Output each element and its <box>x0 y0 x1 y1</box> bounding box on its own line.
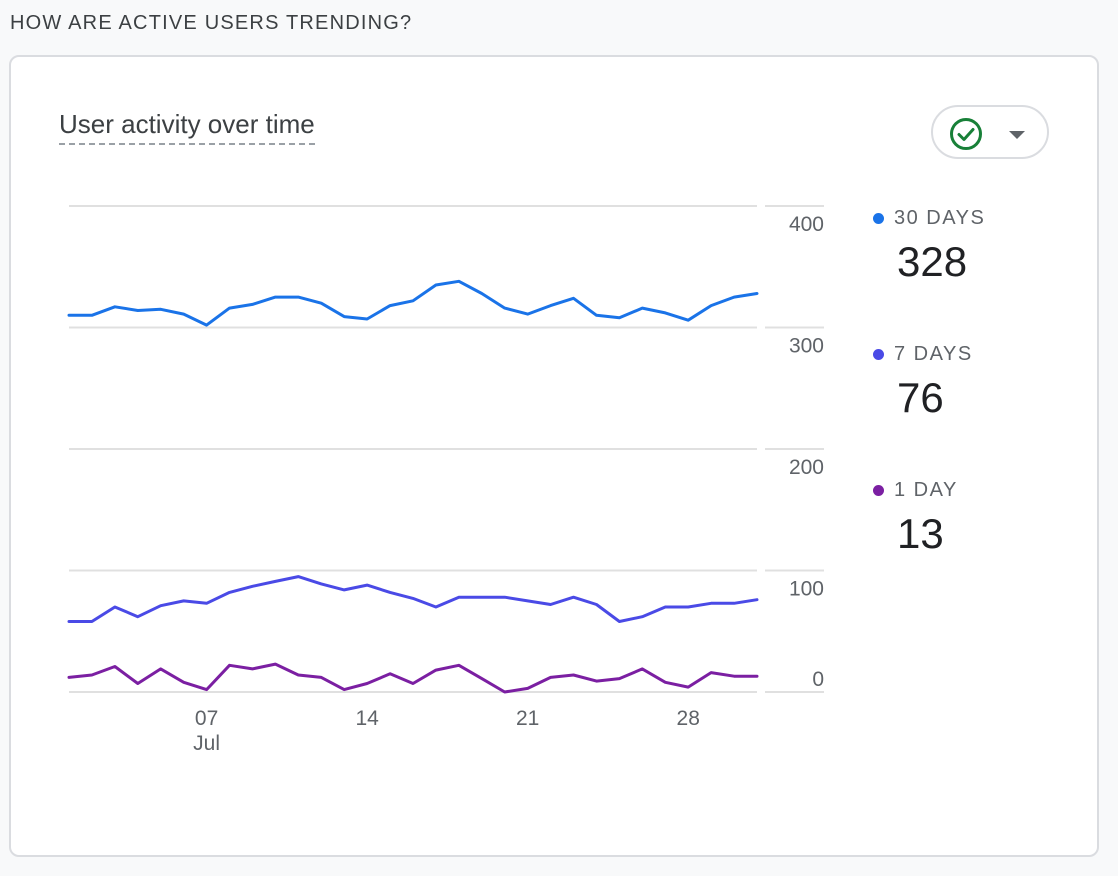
legend-item-30-days: 30 DAYS 328 <box>873 207 985 286</box>
y-tick-label: 200 <box>789 456 824 479</box>
legend: 1 DAY 13 <box>873 479 958 558</box>
x-tick-sublabel: Jul <box>193 732 220 755</box>
check-circle-icon <box>949 117 983 156</box>
y-tick-label: 400 <box>789 213 824 236</box>
series-line-1-day <box>67 662 759 694</box>
y-tick-label: 300 <box>789 335 824 358</box>
legend-dot <box>873 485 884 496</box>
legend-dot <box>873 349 884 360</box>
x-tick-label: 07 <box>195 707 218 730</box>
status-dropdown-button[interactable] <box>931 105 1049 159</box>
legend-label: 30 DAYS <box>894 207 986 229</box>
series-line-7-days <box>67 575 759 623</box>
legend: 30 DAYS 328 <box>873 207 985 286</box>
section-title: HOW ARE ACTIVE USERS TRENDING? <box>10 12 413 34</box>
chart-card: User activity over time 0 100 200 300 400 07 J… <box>9 55 1099 857</box>
legend-item-7-days: 7 DAYS 76 <box>873 343 973 422</box>
legend-item-1-day: 1 DAY 13 <box>873 479 958 558</box>
legend-value: 76 <box>897 374 944 421</box>
y-tick-label: 0 <box>812 668 824 691</box>
x-tick-label: 21 <box>516 707 539 730</box>
legend-label: 7 DAYS <box>894 343 973 365</box>
legend-dot <box>873 213 884 224</box>
legend-value: 13 <box>897 510 944 557</box>
legend-value: 328 <box>897 238 968 285</box>
caret-down-icon <box>1009 128 1025 146</box>
legend-label: 1 DAY <box>894 479 958 501</box>
card-title[interactable]: User activity over time <box>59 109 315 145</box>
x-tick-label: 14 <box>355 707 379 730</box>
legend: 7 DAYS 76 <box>873 343 973 422</box>
x-tick-label: 28 <box>677 707 700 730</box>
y-tick-label: 100 <box>789 578 824 601</box>
series-line-30-days <box>67 279 759 327</box>
